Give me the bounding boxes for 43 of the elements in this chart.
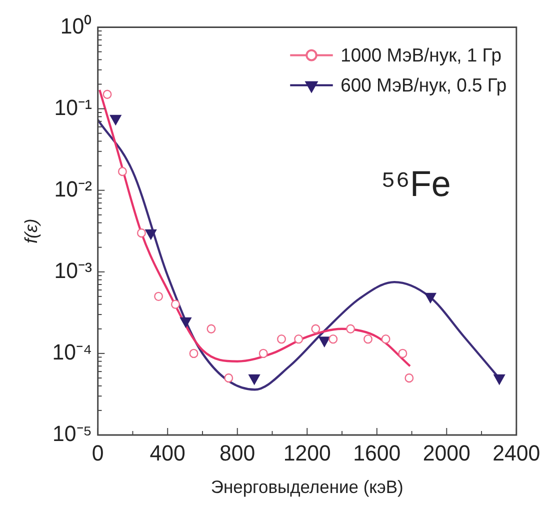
y-tick-label: 10⁻⁴ — [52, 339, 92, 365]
point — [294, 334, 304, 344]
point — [102, 90, 112, 99]
annotation: ⁵⁶Fe — [381, 164, 451, 204]
point — [494, 374, 505, 385]
point — [118, 166, 127, 176]
point — [136, 228, 146, 238]
x-axis-title: Энерговыделение (кэВ) — [210, 476, 404, 498]
x-tick-label: 1600 — [353, 440, 401, 466]
point — [170, 300, 180, 309]
y-tick-label: 10⁻² — [54, 176, 92, 202]
point — [189, 348, 198, 358]
x-tick-label: 2000 — [422, 440, 470, 466]
point — [180, 317, 192, 328]
y-tick-label: 10⁻³ — [54, 258, 92, 284]
point — [311, 324, 320, 334]
point — [248, 374, 260, 385]
x-tick-label: 400 — [150, 440, 186, 466]
point — [206, 324, 216, 334]
point — [381, 334, 390, 344]
point — [424, 292, 436, 304]
point — [398, 348, 408, 358]
point — [328, 334, 338, 344]
y-tick-label: 10⁰ — [60, 12, 92, 38]
point — [404, 373, 414, 383]
y-axis-title: f(ε) — [21, 218, 41, 244]
point — [154, 292, 164, 302]
point — [346, 324, 356, 334]
legend-label: 600 МэВ/нук, 0.5 Гр — [340, 74, 507, 96]
point — [224, 373, 234, 383]
point — [110, 114, 122, 126]
legend-label: 1000 МэВ/нук, 1 Гр — [340, 44, 502, 66]
point — [277, 334, 286, 344]
y-tick-label: 10⁻⁵ — [52, 420, 92, 446]
x-tick-label: 0 — [92, 440, 104, 466]
point — [364, 334, 372, 344]
point — [318, 336, 330, 347]
y-tick-label: 10⁻¹ — [54, 94, 92, 120]
x-tick-label: 800 — [220, 440, 256, 466]
point — [145, 229, 157, 240]
point — [258, 348, 268, 358]
x-tick-label: 2400 — [492, 440, 540, 466]
x-tick-label: 1200 — [283, 440, 331, 466]
